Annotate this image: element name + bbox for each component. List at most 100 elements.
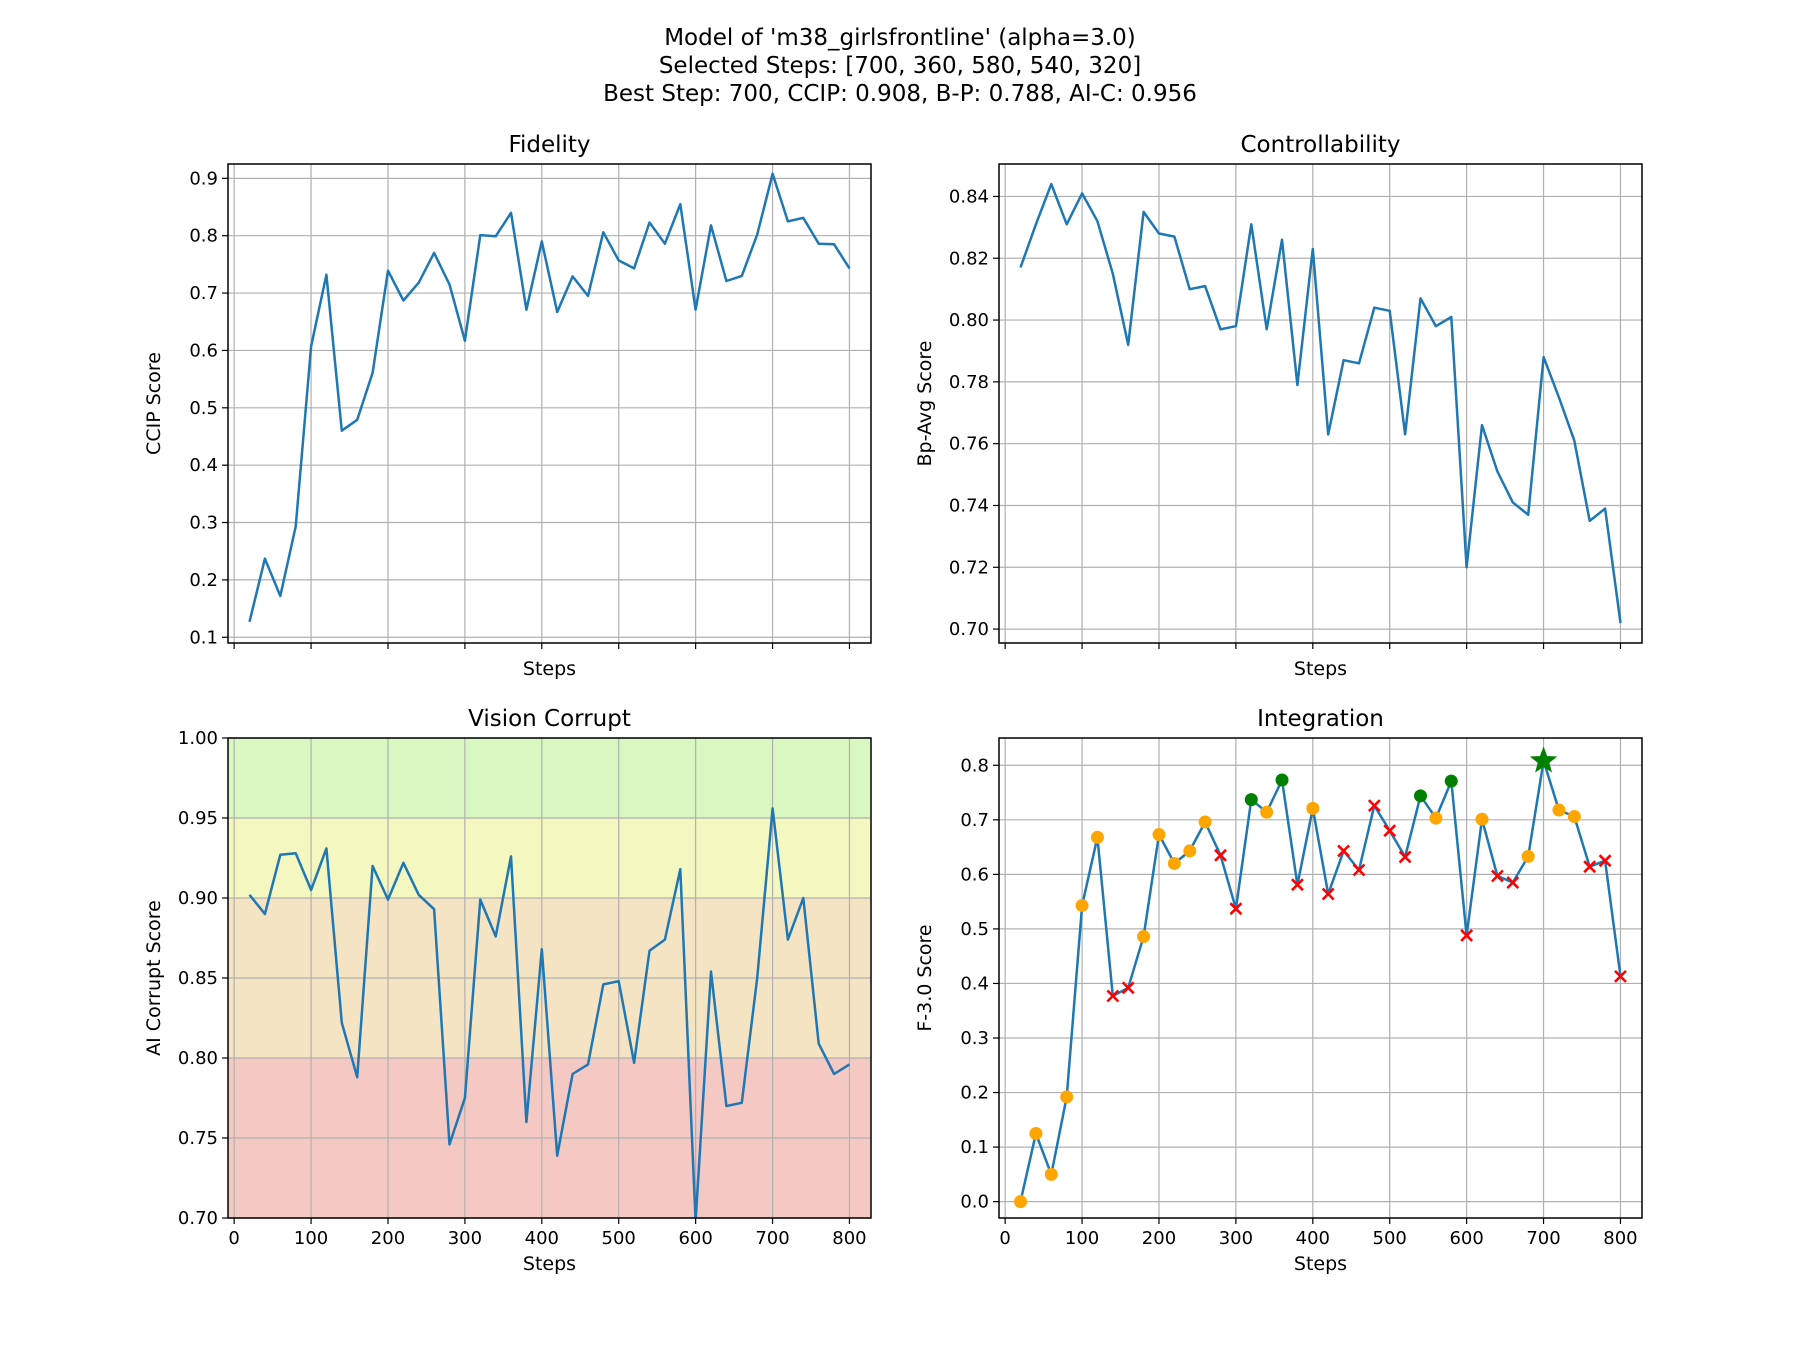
figure-title-line-2: Selected Steps: [700, 360, 580, 540, 320… bbox=[659, 53, 1141, 79]
integration-y-tick-label-7: 0.7 bbox=[960, 810, 989, 831]
fidelity-y-tick-label-7: 0.8 bbox=[189, 226, 218, 247]
integration-rejected-marker-7 bbox=[1121, 981, 1135, 995]
integration-rejected-marker-13 bbox=[1214, 848, 1227, 862]
integration-rejected-marker-20 bbox=[1321, 887, 1335, 901]
vision-corrupt-x-tick-label-2: 200 bbox=[371, 1228, 405, 1249]
fidelity-x-axis-label: Steps bbox=[523, 658, 576, 680]
integration-normal-marker-3 bbox=[1060, 1090, 1074, 1104]
integration-normal-marker-27 bbox=[1429, 811, 1443, 825]
controllability-series-line bbox=[1019, 182, 1622, 624]
integration-normal-marker-5 bbox=[1090, 830, 1104, 844]
integration-normal-marker-9 bbox=[1152, 828, 1166, 842]
integration-normal-marker-2 bbox=[1044, 1167, 1058, 1181]
figure-title-line-3: Best Step: 700, CCIP: 0.908, B-P: 0.788,… bbox=[603, 81, 1197, 107]
integration-rejected-marker-14 bbox=[1229, 902, 1243, 916]
integration-normal-marker-8 bbox=[1137, 930, 1151, 944]
integration-selected-marker-17 bbox=[1275, 773, 1289, 787]
integration-selected-marker-28 bbox=[1444, 774, 1458, 788]
integration-normal-marker-35 bbox=[1552, 803, 1566, 817]
integration-x-tick-label-6: 600 bbox=[1449, 1228, 1483, 1249]
integration-y-tick-label-1: 0.1 bbox=[960, 1137, 989, 1158]
vision-corrupt-panel: 0 100 200 300 400 500 600 700 800 0.70 0.75 0.80 0.8… bbox=[143, 706, 872, 1275]
integration-rejected-marker-38 bbox=[1598, 854, 1612, 868]
integration-selected-marker-26 bbox=[1413, 789, 1427, 803]
integration-x-tick-label-1: 100 bbox=[1065, 1228, 1099, 1249]
fidelity-panel: 0.1 0.2 0.3 0.4 0.5 0.6 0.7 0.8 0.9 Fidelity Steps… bbox=[143, 132, 872, 680]
vision-corrupt-x-axis-label: Steps bbox=[523, 1253, 576, 1275]
vision-corrupt-y-tick-label-0: 0.70 bbox=[178, 1208, 218, 1229]
integration-rejected-marker-6 bbox=[1106, 989, 1120, 1003]
integration-rejected-marker-25 bbox=[1398, 850, 1412, 864]
fidelity-y-tick-label-0: 0.1 bbox=[189, 627, 218, 648]
integration-normal-marker-0 bbox=[1014, 1195, 1028, 1209]
integration-rejected-marker-32 bbox=[1506, 876, 1520, 889]
integration-rejected-marker-22 bbox=[1352, 863, 1366, 877]
fidelity-y-axis-label: CCIP Score bbox=[143, 352, 165, 455]
integration-x-tick-label-8: 800 bbox=[1603, 1228, 1637, 1249]
integration-rejected-marker-23 bbox=[1367, 799, 1381, 813]
fidelity-frame bbox=[227, 163, 872, 644]
controllability-x-axis-label: Steps bbox=[1294, 658, 1347, 680]
integration-normal-marker-16 bbox=[1260, 805, 1274, 819]
integration-y-tick-label-6: 0.6 bbox=[960, 864, 989, 885]
integration-title: Integration bbox=[1257, 706, 1384, 732]
vision-corrupt-x-tick-label-7: 700 bbox=[755, 1228, 789, 1249]
integration-x-tick-label-0: 0 bbox=[999, 1228, 1010, 1249]
integration-x-tick-label-5: 500 bbox=[1373, 1228, 1407, 1249]
vision-corrupt-y-tick-label-5: 0.95 bbox=[178, 808, 218, 829]
integration-y-tick-label-3: 0.3 bbox=[960, 1028, 989, 1049]
integration-normal-marker-12 bbox=[1198, 815, 1212, 829]
fidelity-y-tick-label-1: 0.2 bbox=[189, 570, 218, 591]
controllability-y-axis-label: Bp-Avg Score bbox=[914, 341, 936, 467]
integration-y-tick-label-8: 0.8 bbox=[960, 755, 989, 776]
controllability-y-tick-label-0: 0.70 bbox=[949, 619, 989, 640]
integration-x-tick-label-7: 700 bbox=[1526, 1228, 1560, 1249]
controllability-y-tick-label-7: 0.84 bbox=[949, 186, 989, 207]
vision-corrupt-title: Vision Corrupt bbox=[468, 706, 631, 732]
fidelity-y-tick-label-2: 0.3 bbox=[189, 513, 218, 534]
integration-rejected-marker-29 bbox=[1460, 929, 1474, 942]
integration-y-tick-label-5: 0.5 bbox=[960, 919, 989, 940]
integration-frame bbox=[998, 737, 1643, 1219]
fidelity-y-tick-label-5: 0.6 bbox=[189, 340, 218, 361]
figure-title-line-1: Model of 'm38_girlsfrontline' (alpha=3.0… bbox=[664, 25, 1136, 51]
integration-normal-marker-11 bbox=[1183, 844, 1197, 858]
vision-corrupt-y-axis-label: AI Corrupt Score bbox=[143, 900, 165, 1056]
integration-x-tick-label-2: 200 bbox=[1142, 1228, 1176, 1249]
integration-normal-marker-10 bbox=[1167, 856, 1181, 870]
vision-corrupt-x-tick-label-0: 0 bbox=[228, 1228, 239, 1249]
integration-y-tick-label-0: 0.0 bbox=[960, 1192, 989, 1213]
integration-x-axis-label: Steps bbox=[1294, 1253, 1347, 1275]
integration-best-marker bbox=[1529, 746, 1558, 773]
fidelity-series-line bbox=[248, 172, 851, 623]
integration-series-line bbox=[1019, 759, 1622, 1202]
vision-corrupt-y-tick-label-6: 1.00 bbox=[178, 728, 218, 749]
controllability-title: Controllability bbox=[1240, 132, 1400, 158]
vision-corrupt-x-tick-label-1: 100 bbox=[294, 1228, 328, 1249]
integration-y-tick-label-4: 0.4 bbox=[960, 973, 989, 994]
controllability-y-tick-label-1: 0.72 bbox=[949, 557, 989, 578]
controllability-y-tick-label-2: 0.74 bbox=[949, 495, 989, 516]
integration-y-tick-label-2: 0.2 bbox=[960, 1083, 989, 1104]
fidelity-y-tick-label-8: 0.9 bbox=[189, 168, 218, 189]
fidelity-title: Fidelity bbox=[508, 132, 590, 158]
vision-corrupt-band-0 bbox=[228, 738, 871, 818]
controllability-y-tick-label-4: 0.78 bbox=[949, 372, 989, 393]
integration-normal-marker-4 bbox=[1075, 898, 1089, 912]
controllability-frame bbox=[998, 163, 1643, 644]
integration-selected-marker-15 bbox=[1244, 793, 1258, 807]
controllability-panel: 0.70 0.72 0.74 0.76 0.78 0.80 0.82 0.84 Controll… bbox=[914, 132, 1643, 680]
integration-rejected-marker-39 bbox=[1614, 969, 1627, 983]
vision-corrupt-x-tick-label-4: 400 bbox=[525, 1228, 559, 1249]
fidelity-y-tick-label-6: 0.7 bbox=[189, 283, 218, 304]
integration-rejected-marker-24 bbox=[1383, 824, 1397, 838]
integration-normal-marker-30 bbox=[1475, 812, 1489, 826]
integration-x-tick-label-4: 400 bbox=[1296, 1228, 1330, 1249]
vision-corrupt-x-tick-label-8: 800 bbox=[832, 1228, 866, 1249]
controllability-y-tick-label-5: 0.80 bbox=[949, 310, 989, 331]
vision-corrupt-series-line bbox=[248, 807, 851, 1218]
integration-panel: 0 100 200 300 400 500 600 700 800 0.0 0.1 0.2 0.3 0.4… bbox=[914, 706, 1643, 1275]
vision-corrupt-band-1 bbox=[228, 818, 871, 898]
controllability-y-tick-label-6: 0.82 bbox=[949, 248, 989, 269]
